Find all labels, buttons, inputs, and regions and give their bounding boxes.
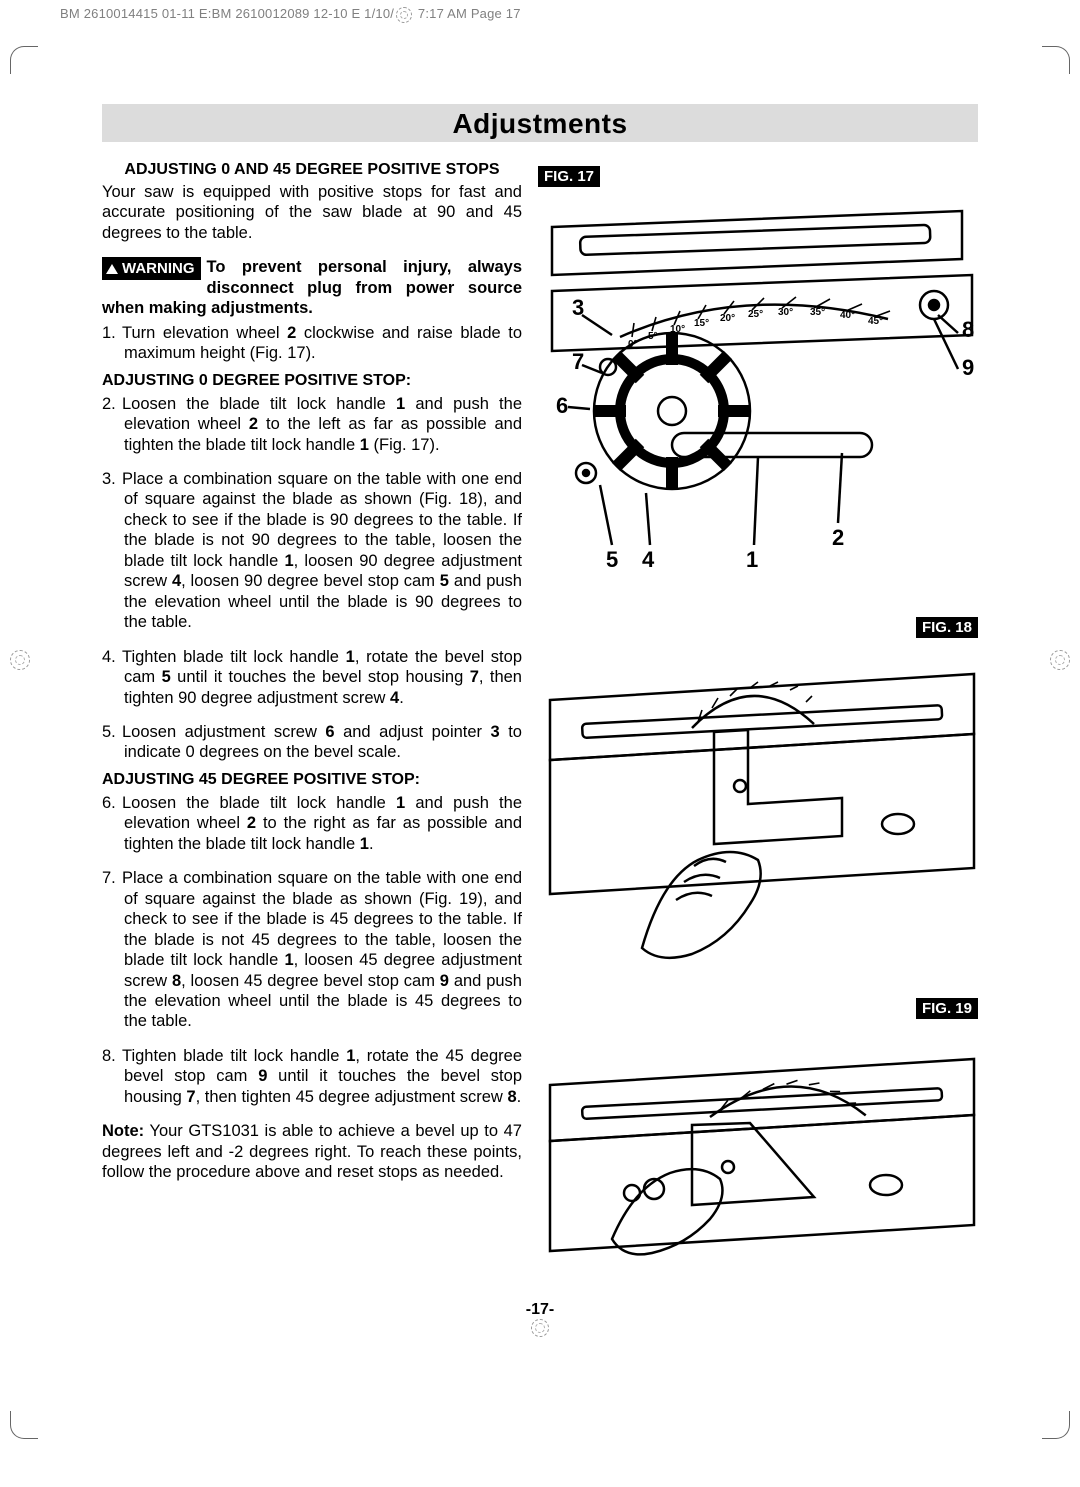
- figure-17-block: FIG. 17: [538, 166, 978, 583]
- svg-text:35°: 35°: [810, 307, 825, 318]
- print-cropmark: BM 2610014415 01-11 E:BM 2610012089 12-1…: [60, 6, 521, 23]
- step-text: Place a combination square on the table …: [122, 470, 522, 631]
- subsection-heading: ADJUSTING 0 DEGREE POSITIVE STOP:: [102, 372, 522, 390]
- svg-text:30°: 30°: [778, 307, 793, 318]
- svg-text:10°: 10°: [670, 324, 685, 335]
- svg-text:3: 3: [572, 295, 584, 320]
- svg-text:15°: 15°: [694, 318, 709, 329]
- figure-18-block: FIG. 18: [538, 617, 978, 964]
- svg-text:9: 9: [962, 355, 974, 380]
- note-paragraph: Note: Your GTS1031 is able to achieve a …: [102, 1121, 522, 1182]
- svg-text:8: 8: [962, 317, 974, 342]
- page-number: -17-: [102, 1301, 978, 1319]
- svg-text:6: 6: [556, 393, 568, 418]
- svg-text:25°: 25°: [748, 309, 763, 320]
- registration-mark-icon: [10, 650, 30, 670]
- step-item: 8.Tighten blade tilt lock handle 1, rota…: [102, 1046, 522, 1107]
- step-text: Tighten blade tilt lock handle 1, rotate…: [122, 1047, 522, 1106]
- step-item: 1.Turn elevation wheel 2 clockwise and r…: [102, 323, 522, 364]
- svg-text:40°: 40°: [840, 310, 855, 321]
- svg-text:7: 7: [572, 349, 584, 374]
- note-lead: Note:: [102, 1122, 144, 1140]
- step-item: 2.Loosen the blade tilt lock handle 1 an…: [102, 394, 522, 455]
- steps-list: 6.Loosen the blade tilt lock handle 1 an…: [102, 793, 522, 1107]
- step-item: 3.Place a combination square on the tabl…: [102, 469, 522, 633]
- crop-corner-icon: [1042, 1411, 1070, 1439]
- figure-19-block: FIG. 19: [538, 998, 978, 1271]
- step-text: Loosen the blade tilt lock handle 1 and …: [122, 794, 522, 853]
- fig19-svg: [542, 1029, 982, 1275]
- section-heading: ADJUSTING 0 AND 45 DEGREE POSITIVE STOPS: [102, 160, 522, 180]
- note-body: Your GTS1031 is able to achieve a bevel …: [102, 1122, 522, 1181]
- figure-label: FIG. 17: [538, 166, 600, 187]
- cropmark-right: 7:17 AM Page 17: [414, 6, 521, 21]
- step-text: Tighten blade tilt lock handle 1, rotate…: [122, 648, 522, 707]
- step-text: Loosen adjustment screw 6 and adjust poi…: [122, 723, 522, 761]
- registration-mark-icon: [531, 1319, 549, 1337]
- fig18-svg: [542, 648, 982, 968]
- warning-block: WARNING To prevent personal injury, alwa…: [102, 257, 522, 318]
- steps-list: 2.Loosen the blade tilt lock handle 1 an…: [102, 394, 522, 763]
- figure-label: FIG. 18: [916, 617, 978, 638]
- warning-triangle-icon: [106, 264, 118, 274]
- figure-label: FIG. 19: [916, 998, 978, 1019]
- registration-mark-icon: [1050, 650, 1070, 670]
- fig17-svg: 0° 5° 10° 15° 20° 25° 30° 35° 40° 45° 3 7 6 5: [542, 197, 982, 587]
- svg-text:0°: 0°: [628, 339, 638, 350]
- step-item: 5.Loosen adjustment screw 6 and adjust p…: [102, 722, 522, 763]
- svg-text:4: 4: [642, 547, 655, 572]
- svg-text:20°: 20°: [720, 313, 735, 324]
- left-column: ADJUSTING 0 AND 45 DEGREE POSITIVE STOPS…: [102, 160, 522, 1271]
- svg-text:5: 5: [606, 547, 618, 572]
- warning-badge: WARNING: [102, 257, 201, 280]
- step-item: 7.Place a combination square on the tabl…: [102, 868, 522, 1032]
- subsection-heading: ADJUSTING 45 DEGREE POSITIVE STOP:: [102, 771, 522, 789]
- page-title: Adjustments: [102, 104, 978, 142]
- svg-text:45°: 45°: [868, 316, 883, 327]
- figure-18-illustration: [538, 644, 978, 964]
- crop-corner-icon: [10, 1411, 38, 1439]
- step-text: Loosen the blade tilt lock handle 1 and …: [122, 395, 522, 454]
- warning-label-text: WARNING: [122, 260, 195, 277]
- figure-19-illustration: [538, 1025, 978, 1271]
- columns: ADJUSTING 0 AND 45 DEGREE POSITIVE STOPS…: [102, 160, 978, 1271]
- registration-mark-icon: [396, 7, 412, 23]
- step-item: 4.Tighten blade tilt lock handle 1, rota…: [102, 647, 522, 708]
- crop-corner-icon: [1042, 46, 1070, 74]
- svg-text:5°: 5°: [648, 331, 658, 342]
- step-text: Turn elevation wheel 2 clockwise and rai…: [122, 324, 522, 362]
- step-text: Place a combination square on the table …: [122, 869, 522, 1030]
- svg-text:2: 2: [832, 525, 844, 550]
- intro-paragraph: Your saw is equipped with positive stops…: [102, 182, 522, 243]
- right-column: FIG. 17: [538, 160, 978, 1271]
- figure-17-illustration: 0° 5° 10° 15° 20° 25° 30° 35° 40° 45° 3 7 6 5: [538, 193, 978, 583]
- steps-list: 1.Turn elevation wheel 2 clockwise and r…: [102, 323, 522, 364]
- crop-corner-icon: [10, 46, 38, 74]
- step-item: 6.Loosen the blade tilt lock handle 1 an…: [102, 793, 522, 854]
- page-content: Adjustments ADJUSTING 0 AND 45 DEGREE PO…: [102, 104, 978, 1271]
- cropmark-left: BM 2610014415 01-11 E:BM 2610012089 12-1…: [60, 6, 394, 21]
- svg-text:1: 1: [746, 547, 758, 572]
